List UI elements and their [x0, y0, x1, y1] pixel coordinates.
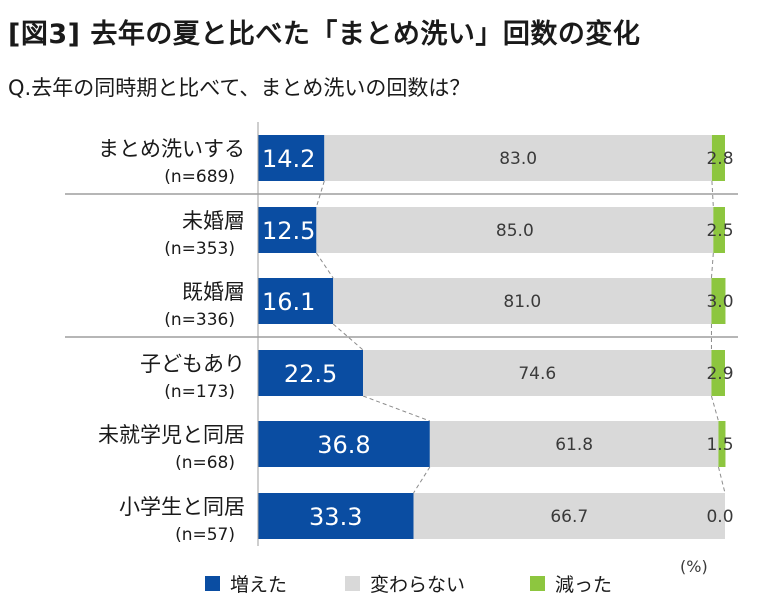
connector-line: [710, 252, 714, 279]
bar-unchanged: [324, 135, 712, 181]
bar-decreased: [711, 350, 725, 396]
connector-line: [717, 466, 726, 494]
data-label-increased: 22.5: [284, 360, 337, 388]
bar-increased: [258, 493, 414, 539]
connector-line: [315, 180, 325, 208]
connector-line: [413, 466, 431, 494]
legend-item-unchanged: 変わらない: [345, 568, 465, 598]
data-label-unchanged: 74.6: [518, 364, 556, 384]
data-label-increased: 16.1: [262, 288, 315, 316]
connector-line: [362, 395, 431, 422]
category-label: 未就学児と同居: [98, 423, 245, 447]
legend-label-unchanged: 変わらない: [370, 573, 466, 596]
chart-question: Q.去年の同時期と比べて、まとめ洗いの回数は？: [8, 76, 471, 100]
data-label-increased: 36.8: [317, 431, 370, 459]
bar-increased: [258, 421, 430, 467]
legend-swatch-decreased: [530, 575, 545, 591]
legend-swatch-increased: [205, 575, 220, 591]
bar-unchanged: [429, 421, 719, 467]
bar-decreased: [718, 421, 726, 467]
legend-label-increased: 増えた: [230, 573, 288, 596]
connector-line: [710, 395, 719, 422]
data-label-increased: 33.3: [309, 503, 362, 531]
data-label-decreased: 2.9: [706, 364, 733, 384]
bar-increased: [258, 135, 325, 181]
bar-increased: [258, 350, 364, 396]
legend-item-increased: 増えた: [205, 568, 287, 598]
data-label-decreased: 2.5: [706, 221, 733, 241]
connector-line: [711, 180, 714, 208]
data-label-decreased: 1.5: [706, 435, 733, 455]
data-label-unchanged: 83.0: [499, 149, 537, 169]
category-label: 既婚層: [182, 280, 245, 304]
data-label-unchanged: 85.0: [496, 221, 534, 241]
category-n-label: (n=353): [164, 239, 235, 259]
legend-swatch-unchanged: [345, 575, 360, 591]
bar-decreased: [713, 207, 725, 253]
category-n-label: (n=173): [164, 382, 235, 402]
data-label-decreased: 2.8: [706, 149, 733, 169]
data-label-unchanged: 66.7: [550, 507, 588, 527]
category-n-label: (n=57): [175, 525, 235, 545]
bar-unchanged: [316, 207, 714, 253]
connector-line: [315, 252, 334, 279]
category-label: 子どもあり: [140, 352, 245, 376]
data-label-decreased: 3.0: [706, 292, 733, 312]
data-label-increased: 14.2: [262, 145, 315, 173]
legend: 増えた 変わらない 減った: [0, 568, 765, 608]
legend-label-decreased: 減った: [555, 573, 613, 596]
bar-unchanged: [333, 278, 712, 324]
bar-unchanged: [413, 493, 725, 539]
category-n-label: (n=336): [164, 310, 235, 330]
category-label: まとめ洗いする: [98, 137, 245, 161]
category-n-label: (n=689): [164, 167, 235, 187]
data-label-decreased: 0.0: [706, 507, 733, 527]
bar-decreased: [711, 278, 726, 324]
bar-unchanged: [363, 350, 712, 396]
chart-title: [図3] 去年の夏と比べた「まとめ洗い」回数の変化: [8, 19, 641, 50]
category-label: 未婚層: [182, 209, 245, 233]
data-label-unchanged: 61.8: [555, 435, 593, 455]
legend-item-decreased: 減った: [530, 568, 612, 598]
bar-decreased: [711, 135, 725, 181]
bar-increased: [258, 278, 334, 324]
bar-increased: [258, 207, 317, 253]
unit-note: (%): [680, 557, 708, 576]
data-label-increased: 12.5: [262, 217, 315, 245]
category-n-label: (n=68): [175, 453, 235, 473]
category-label: 小学生と同居: [119, 495, 245, 519]
data-label-unchanged: 81.0: [503, 292, 541, 312]
